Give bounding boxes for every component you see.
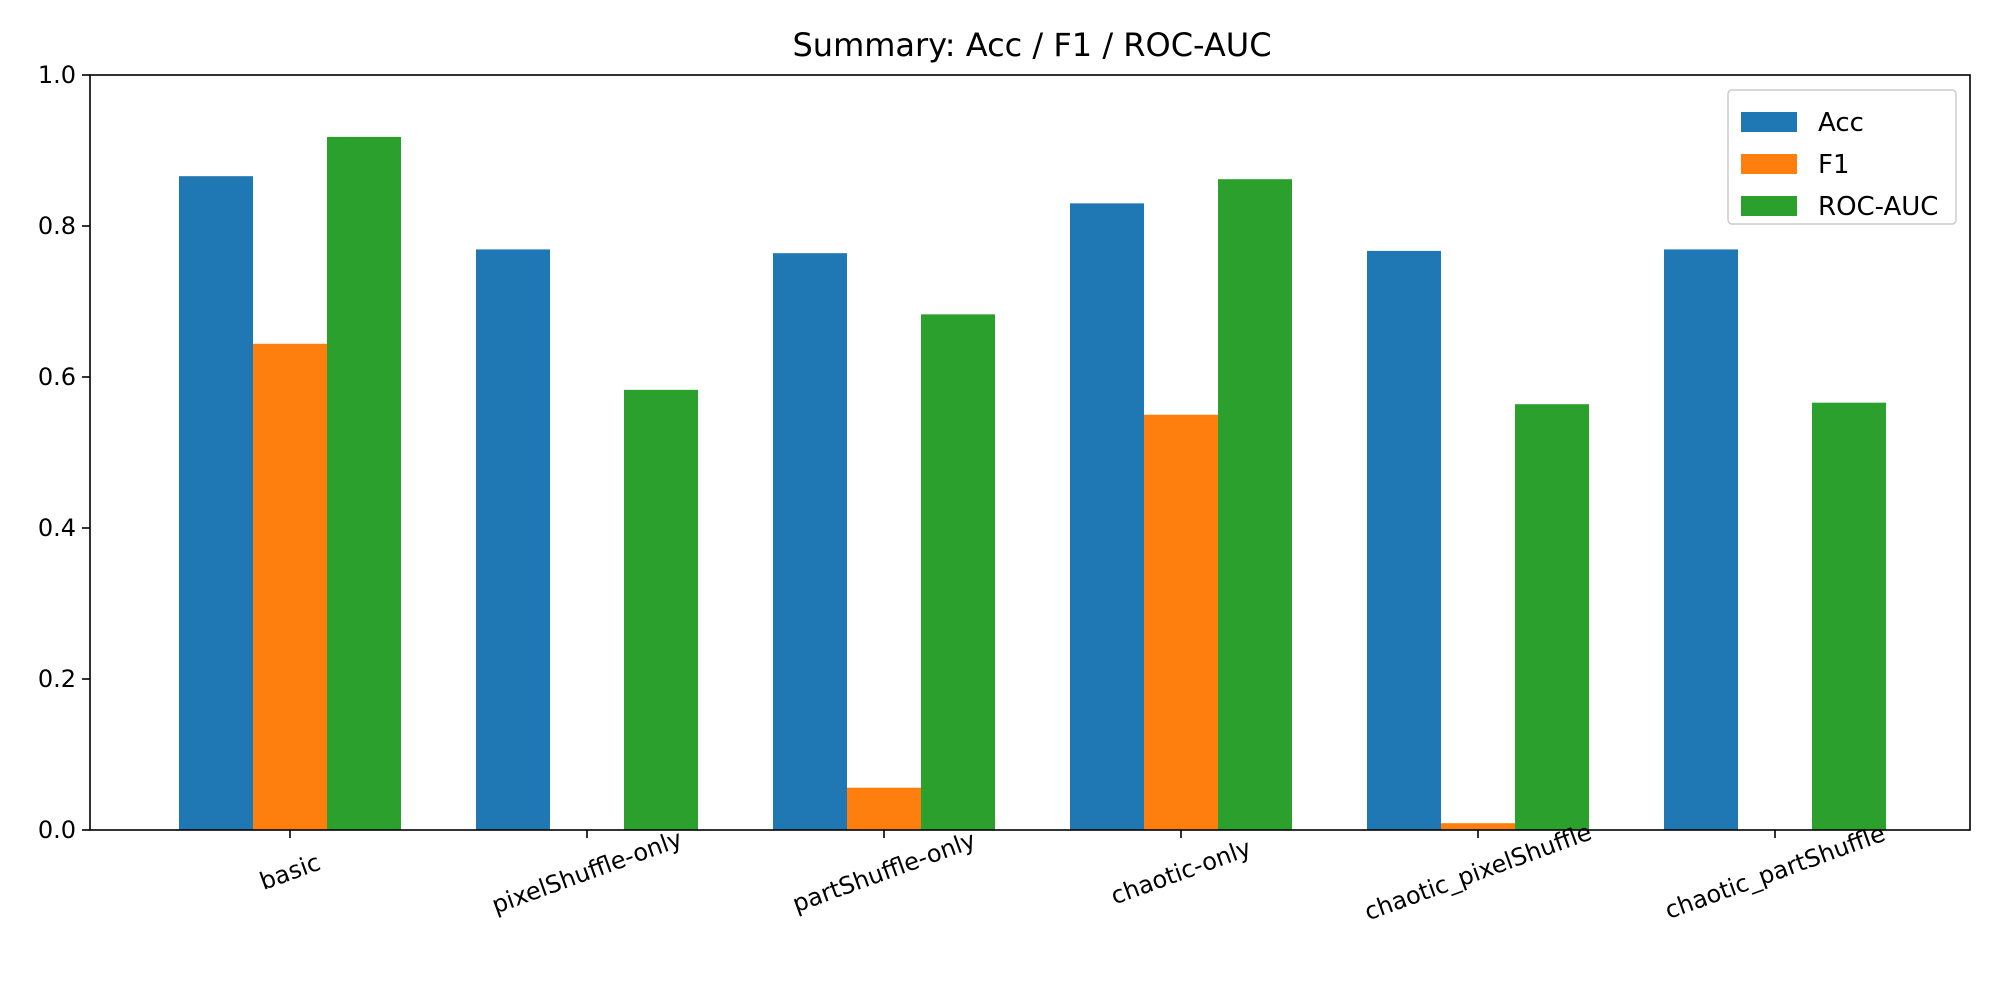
bar-roc-auc-chaotic-partshuffle bbox=[1812, 402, 1886, 830]
legend-label-roc-auc: ROC-AUC bbox=[1818, 192, 1938, 222]
bar-roc-auc-chaotic-pixelshuffle bbox=[1515, 404, 1589, 830]
x-tick-label-basic: basic bbox=[256, 848, 324, 896]
bar-acc-chaotic-only bbox=[1070, 203, 1144, 831]
y-tick-label: 0.8 bbox=[38, 212, 76, 240]
bar-roc-auc-chaotic-only bbox=[1218, 179, 1292, 830]
legend-label-f1: F1 bbox=[1818, 150, 1850, 180]
y-tick-label: 0.2 bbox=[38, 665, 76, 693]
x-tick-label-chaotic-only: chaotic-only bbox=[1107, 834, 1255, 911]
bar-acc-pixelshuffle-only bbox=[476, 249, 550, 830]
bar-roc-auc-basic bbox=[327, 136, 401, 830]
bar-acc-chaotic-partshuffle bbox=[1664, 249, 1738, 830]
x-tick-label-pixelshuffle-only: pixelShuffle-only bbox=[488, 825, 686, 920]
bars-layer bbox=[179, 136, 1886, 831]
legend-swatch-roc-auc bbox=[1741, 196, 1797, 216]
bar-f1-basic bbox=[253, 343, 327, 830]
bar-f1-partshuffle-only bbox=[847, 787, 921, 830]
y-tick-label: 0.0 bbox=[38, 816, 76, 844]
legend-swatch-f1 bbox=[1741, 154, 1797, 174]
bar-acc-basic bbox=[179, 176, 253, 831]
y-tick-label: 0.4 bbox=[38, 514, 76, 542]
bar-f1-chaotic-pixelshuffle bbox=[1441, 823, 1515, 830]
y-tick-label: 1.0 bbox=[38, 61, 76, 89]
legend-label-acc: Acc bbox=[1818, 108, 1864, 138]
bar-roc-auc-pixelshuffle-only bbox=[624, 389, 698, 830]
plot-frame bbox=[89, 74, 1971, 831]
x-tick-label-partshuffle-only: partShuffle-only bbox=[789, 826, 980, 918]
bar-roc-auc-partshuffle-only bbox=[921, 314, 995, 831]
chart-title: Summary: Acc / F1 / ROC-AUC bbox=[792, 26, 1271, 64]
bar-acc-chaotic-pixelshuffle bbox=[1367, 250, 1441, 831]
legend-swatch-acc bbox=[1741, 112, 1797, 132]
bar-f1-chaotic-only bbox=[1144, 414, 1218, 830]
legend: Acc F1 ROC-AUC bbox=[1727, 89, 1957, 225]
y-tick-label: 0.6 bbox=[38, 363, 76, 391]
bar-acc-partshuffle-only bbox=[773, 253, 847, 830]
